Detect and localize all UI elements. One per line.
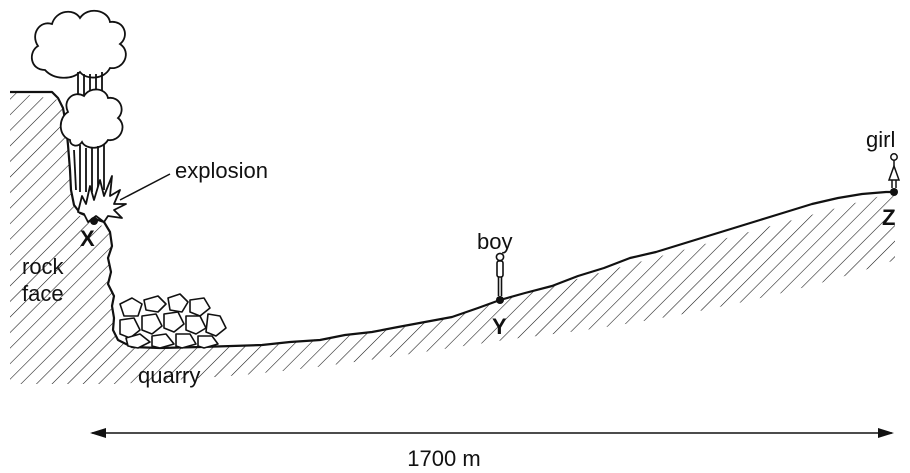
explosion-cloud xyxy=(30,9,127,192)
explosion-burst-icon xyxy=(77,175,127,223)
boy-label: boy xyxy=(477,229,512,254)
point-x-marker xyxy=(90,217,98,225)
rock-face-label-line2: face xyxy=(22,281,64,306)
distance-label: 1700 m xyxy=(407,446,480,471)
point-z-label: Z xyxy=(882,205,895,230)
quarry-label: quarry xyxy=(138,363,200,388)
ground-hatching xyxy=(10,92,895,384)
rock-face-label-line1: rock xyxy=(22,254,65,279)
distance-arrow xyxy=(90,428,894,438)
point-x-label: X xyxy=(80,226,95,251)
girl-figure-icon xyxy=(887,153,901,188)
explosion-leader-line xyxy=(119,173,171,201)
point-y-label: Y xyxy=(492,314,507,339)
point-z-marker xyxy=(890,188,898,196)
point-y-marker xyxy=(496,296,504,304)
boy-figure-icon xyxy=(495,252,505,296)
girl-label: girl xyxy=(866,127,895,152)
explosion-label: explosion xyxy=(175,158,268,183)
ground-surface-line xyxy=(10,90,895,350)
quarry-rubble xyxy=(119,293,227,349)
